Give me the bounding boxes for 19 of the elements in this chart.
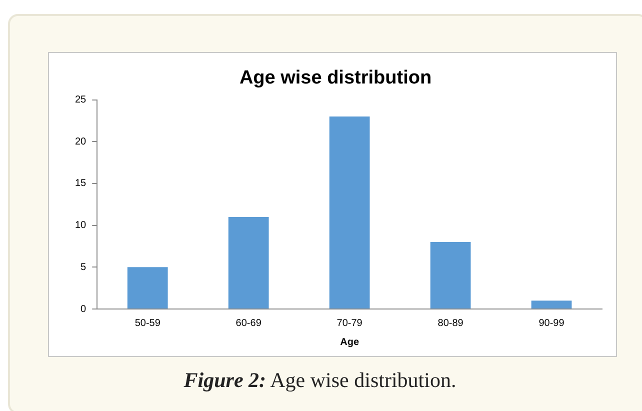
y-tick-label: 5 <box>80 262 87 273</box>
y-tick-label: 10 <box>75 220 87 232</box>
y-tick-label: 15 <box>75 178 87 190</box>
x-axis-title: Age <box>340 336 360 348</box>
bar <box>329 116 370 308</box>
x-tick-label: 60-69 <box>236 318 262 329</box>
bar <box>430 242 471 308</box>
y-tick-label: 20 <box>75 136 87 148</box>
bar <box>228 216 269 308</box>
chart-title: Age wise distribution <box>239 68 432 89</box>
x-tick-label: 90-99 <box>538 318 565 329</box>
x-tick-label: 70-79 <box>336 318 363 329</box>
y-tick-label: 25 <box>75 94 87 106</box>
x-tick-label: 80-89 <box>438 318 464 329</box>
bar <box>531 300 572 308</box>
x-tick-label: 50-59 <box>134 318 161 329</box>
bar <box>127 267 168 308</box>
caption: Figure 2: Age wise distribution. <box>182 368 458 393</box>
y-tick-label: 0 <box>80 304 87 315</box>
